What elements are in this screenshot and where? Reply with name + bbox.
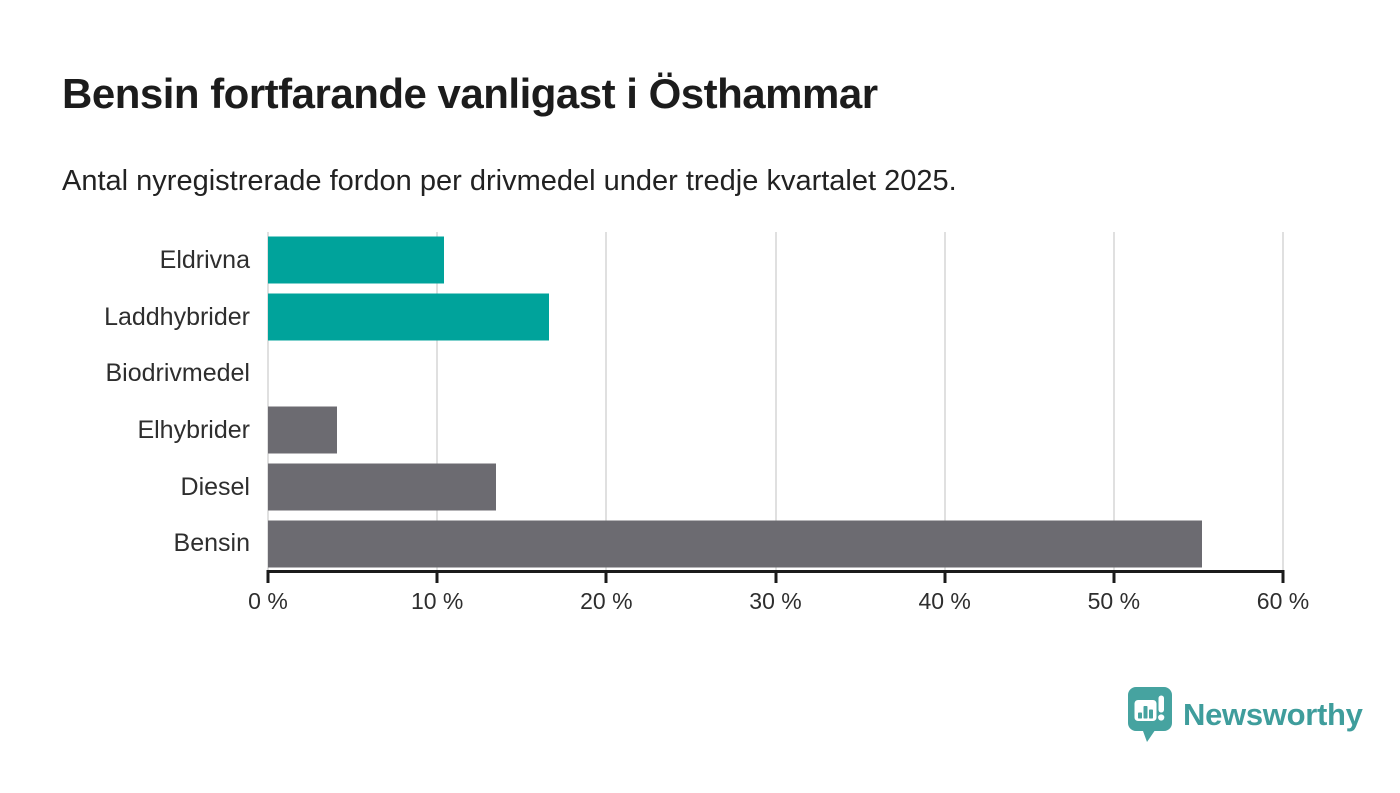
x-axis-tick-label: 20 % <box>580 588 633 614</box>
x-axis-tick <box>943 570 947 583</box>
bar-row <box>268 289 1283 346</box>
x-axis-tick-label: 10 % <box>410 588 464 614</box>
newsworthy-logo-text: Newsworthy <box>1183 696 1363 732</box>
bar-bensin <box>268 520 1202 568</box>
x-axis-tick <box>774 570 777 583</box>
bar-eldrivna <box>268 236 444 284</box>
bar-row <box>268 345 1283 402</box>
bar-elhybrider <box>268 406 338 454</box>
x-axis-tick <box>435 570 439 583</box>
newsworthy-logo[interactable]: Newsworthy <box>1127 686 1363 743</box>
bar-row <box>268 459 1283 516</box>
plot-area <box>267 232 1284 572</box>
bar-row <box>268 232 1283 289</box>
x-axis-tick <box>266 570 270 583</box>
gridline <box>436 232 439 572</box>
category-label: Diesel <box>180 472 250 501</box>
bar-rows <box>268 232 1283 572</box>
gridline <box>1112 232 1115 572</box>
gridline <box>774 232 777 572</box>
x-axis-tick <box>1281 570 1285 583</box>
x-axis-tick-label: 0 % <box>248 588 288 614</box>
chart-subtitle: Antal nyregistrerade fordon per drivmede… <box>62 165 957 197</box>
x-axis-tick-label: 50 % <box>1087 588 1141 614</box>
gridline <box>267 232 269 572</box>
category-label: Biodrivmedel <box>105 359 250 388</box>
category-label: Laddhybrider <box>104 302 250 331</box>
gridline <box>605 232 608 572</box>
x-axis-tick-label: 60 % <box>1256 588 1310 614</box>
x-axis-tick-label: 40 % <box>918 588 971 614</box>
bar-row <box>268 515 1283 572</box>
bar-row <box>268 402 1283 459</box>
x-axis: 0 % 10 % 20 % 30 % 40 % 50 % 60 % <box>248 570 1309 630</box>
gridline <box>1282 232 1284 572</box>
bar-laddhybrider <box>268 293 549 341</box>
category-label: Elhybrider <box>137 415 250 444</box>
gridline <box>943 232 946 572</box>
bar-diesel <box>268 463 497 511</box>
x-axis-tick <box>1112 570 1116 583</box>
chart-title: Bensin fortfarande vanligast i Östhammar <box>62 70 878 117</box>
x-axis-tick-label: 30 % <box>749 588 802 614</box>
newsworthy-bar-chart-pin-icon <box>1127 686 1173 743</box>
category-labels: Eldrivna Laddhybrider Biodrivmedel Elhybrid… <box>0 232 250 572</box>
x-axis-tick <box>604 570 608 583</box>
category-label: Bensin <box>173 529 250 558</box>
category-label: Eldrivna <box>159 245 250 274</box>
